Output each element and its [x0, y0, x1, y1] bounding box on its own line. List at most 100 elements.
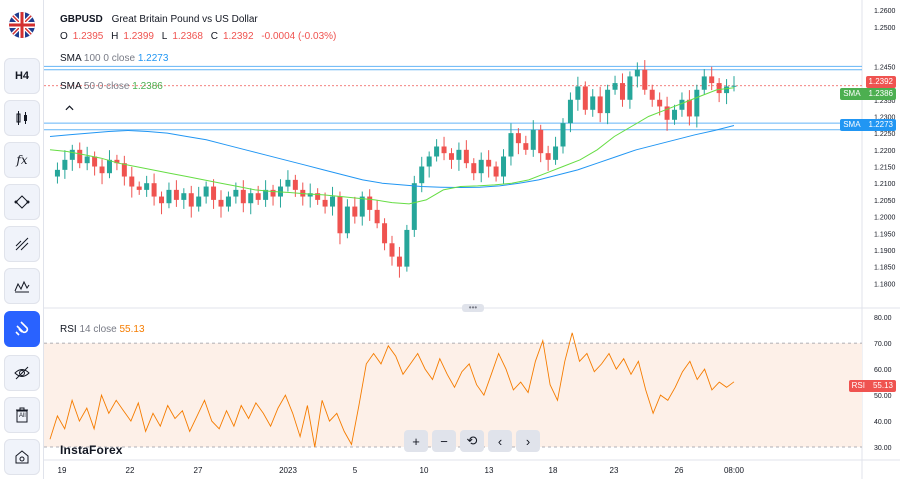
candle-body [129, 176, 135, 187]
candle-body [582, 86, 588, 110]
candle-body [486, 159, 492, 167]
candle-body [434, 146, 440, 157]
rsi-band-fill [44, 343, 862, 448]
candle-body [114, 159, 120, 164]
price-tick-label: 1.2600 [874, 8, 896, 15]
delete-all-button[interactable]: All [4, 397, 40, 433]
candle-body [144, 183, 150, 190]
time-tick-label: 22 [126, 466, 135, 475]
open-label: O [60, 31, 68, 42]
candle-body [448, 153, 454, 160]
magnet-icon [15, 321, 29, 336]
hide-drawings-button[interactable] [4, 355, 40, 391]
sma50-line [49, 87, 735, 205]
sma50-price-tag: SMA 1.2386 [840, 88, 896, 100]
line-tools-button[interactable] [4, 226, 40, 262]
candle-body [211, 186, 217, 200]
chart-type-button[interactable] [4, 100, 40, 136]
rsi-line [49, 332, 735, 448]
sma100-line [49, 125, 735, 189]
time-tick-label: 18 [549, 466, 558, 475]
flag-icon[interactable] [9, 12, 35, 38]
candle-body [515, 133, 521, 144]
rsi-tick-label: 40.00 [874, 419, 892, 426]
candle-body [642, 69, 648, 90]
sma50-value: 1.2386 [132, 81, 163, 92]
chart-nav-bar: + − ⟲ ‹ › [404, 430, 540, 452]
delete-all-label: All [19, 413, 26, 419]
rsi-tick-label: 60.00 [874, 367, 892, 374]
rsi-tag-value: 55.13 [872, 381, 893, 390]
pane-resize-handle[interactable]: ••• [462, 304, 484, 312]
shape-icon [14, 195, 30, 209]
chart-container[interactable]: 1.26001.25001.24501.24001.23501.23001.22… [44, 0, 900, 479]
sma100-params: 100 0 close [83, 53, 136, 64]
candle-body [84, 156, 90, 164]
snapshot-button[interactable] [4, 439, 40, 475]
candle-body [255, 193, 261, 200]
candle-body [166, 189, 172, 204]
zoom-out-button[interactable]: − [432, 430, 456, 452]
candle-body [701, 76, 707, 90]
candle-body [709, 76, 715, 84]
candle-body [478, 159, 484, 174]
candle-body [307, 193, 313, 197]
sma100-legend[interactable]: SMA 100 0 close 1.2273 [60, 53, 168, 64]
scroll-right-button[interactable]: › [516, 430, 540, 452]
candle-body [649, 89, 655, 100]
price-chart[interactable]: 1.26001.25001.24501.24001.23501.23001.22… [44, 0, 900, 479]
sma50-legend[interactable]: SMA 50 0 close 1.2386 [60, 81, 163, 92]
price-tick-label: 1.2050 [874, 198, 896, 205]
price-tick-label: 1.2350 [874, 98, 896, 105]
candle-body [575, 86, 581, 100]
candle-body [590, 96, 596, 110]
rsi-value: 55.13 [119, 324, 145, 335]
candle-body [396, 256, 402, 267]
sma100-value: 1.2273 [137, 53, 169, 64]
candle-body [218, 199, 224, 207]
high-value: 1.2399 [123, 31, 154, 42]
collapse-legend-button[interactable] [60, 101, 78, 115]
zoom-in-button[interactable]: + [404, 430, 428, 452]
magnet-button[interactable] [4, 311, 40, 347]
candle-body [441, 146, 447, 154]
timeframe-button[interactable]: H4 [4, 58, 40, 94]
candle-body [382, 223, 388, 244]
rsi-tick-label: 30.00 [874, 445, 892, 452]
candle-body [337, 196, 343, 234]
candle-body [679, 99, 685, 110]
drawing-tools-button[interactable] [4, 184, 40, 220]
sma50-name: SMA [60, 81, 82, 92]
sma100-price-tag: SMA 1.2273 [840, 119, 896, 131]
candle-body [538, 129, 544, 154]
ohlc-legend: O 1.2395 H 1.2399 L 1.2368 C 1.2392 -0.0004 … [60, 31, 341, 42]
candle-body [233, 189, 239, 197]
rsi-legend[interactable]: RSI 14 close 55.13 [60, 324, 145, 335]
eye-off-icon [14, 366, 30, 380]
sma50-params: 50 0 close [83, 81, 130, 92]
indicators-button[interactable]: fx [4, 142, 40, 178]
candle-body [560, 123, 566, 147]
pattern-icon [14, 280, 30, 293]
last-price-tag: 1.2392 [865, 76, 896, 88]
candle-body [136, 186, 142, 190]
candle-body [352, 206, 358, 217]
candle-body [597, 96, 603, 114]
scroll-left-button[interactable]: ‹ [488, 430, 512, 452]
candle-body [62, 159, 68, 170]
candle-body [553, 146, 559, 160]
reset-button[interactable]: ⟲ [460, 430, 484, 452]
candle-body [263, 189, 269, 200]
candle-body [493, 166, 499, 177]
timeframe-label: H4 [14, 70, 30, 82]
price-tick-label: 1.2150 [874, 165, 896, 172]
rsi-tick-label: 70.00 [874, 341, 892, 348]
candle-body [419, 166, 425, 184]
price-tick-label: 1.2200 [874, 148, 896, 155]
sma100-tag-value: 1.2273 [868, 120, 893, 129]
brush-icon [15, 237, 29, 251]
home-icon [15, 450, 29, 464]
candle-body [69, 149, 75, 160]
patterns-button[interactable] [4, 268, 40, 304]
price-tick-label: 1.1950 [874, 231, 896, 238]
